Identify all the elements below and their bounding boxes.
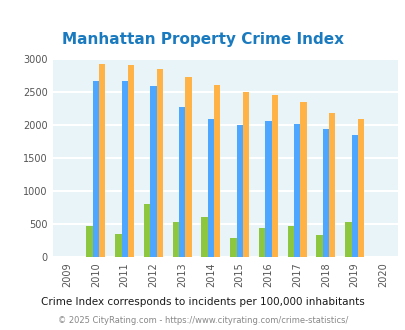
Bar (185, 77, 191, 257)
Bar (316, 235, 322, 257)
Text: Crime Index corresponds to incidents per 100,000 inhabitants: Crime Index corresponds to incidents per… (41, 297, 364, 307)
Bar (115, 234, 121, 257)
Bar (351, 135, 357, 257)
Bar (121, 81, 128, 257)
Bar (357, 119, 363, 257)
Bar (300, 102, 306, 257)
Bar (179, 107, 185, 257)
Bar (99, 64, 105, 257)
Bar (287, 226, 293, 257)
Bar (328, 113, 335, 257)
Bar (128, 65, 134, 257)
Bar (150, 86, 156, 257)
Bar (201, 217, 207, 257)
Bar (156, 69, 162, 257)
Bar (172, 222, 179, 257)
Text: © 2025 CityRating.com - https://www.cityrating.com/crime-statistics/: © 2025 CityRating.com - https://www.city… (58, 316, 347, 325)
Bar (293, 124, 300, 257)
Bar (86, 226, 92, 257)
Bar (322, 129, 328, 257)
Text: Manhattan Property Crime Index: Manhattan Property Crime Index (62, 32, 343, 47)
Bar (92, 81, 99, 257)
Bar (242, 92, 249, 257)
Bar (144, 204, 150, 257)
Bar (258, 228, 264, 257)
Bar (207, 119, 213, 257)
Bar (213, 85, 220, 257)
Bar (230, 238, 236, 257)
Bar (344, 222, 351, 257)
Bar (264, 121, 271, 257)
Bar (271, 95, 277, 257)
Bar (236, 125, 242, 257)
